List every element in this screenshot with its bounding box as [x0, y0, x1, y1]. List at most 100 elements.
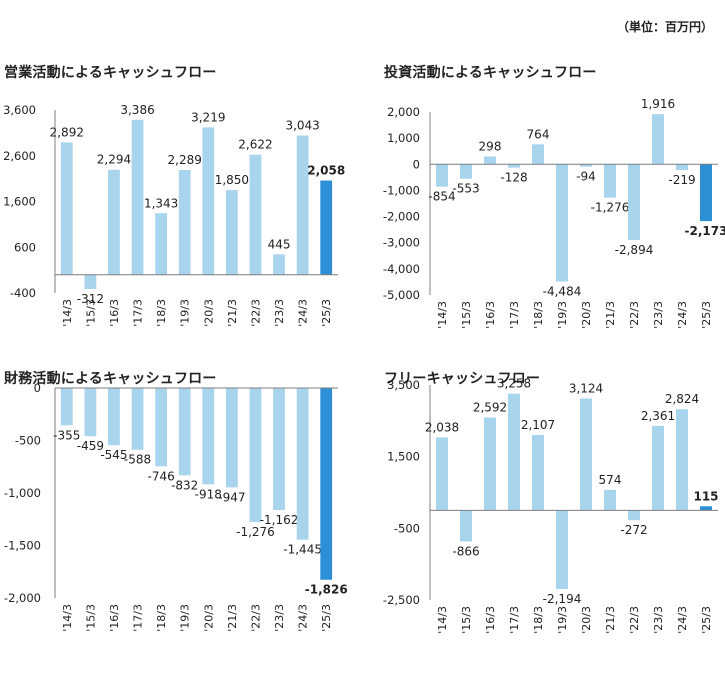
x-tick-label: '20/3: [202, 299, 215, 327]
data-label: 574: [599, 473, 622, 487]
data-label: -947: [218, 490, 245, 504]
bar-243: [296, 388, 309, 540]
bar-233: [652, 114, 664, 165]
data-label: -1,276: [591, 201, 630, 215]
data-label: -94: [576, 170, 596, 184]
x-tick-label: '25/3: [320, 604, 333, 632]
x-tick-label: '16/3: [108, 604, 121, 632]
bar-253: [700, 164, 712, 222]
x-tick-label: '21/3: [226, 299, 239, 327]
data-label: 2,824: [665, 392, 699, 406]
x-tick-label: '23/3: [652, 301, 665, 329]
bar-243: [676, 164, 688, 171]
data-label: -128: [500, 171, 527, 185]
bar-143: [436, 437, 448, 511]
bar-253: [320, 388, 333, 580]
data-label: -219: [668, 173, 695, 187]
x-tick-label: '18/3: [532, 301, 545, 329]
bar-183: [155, 213, 168, 275]
unit-label: （単位：百万円）: [616, 20, 713, 34]
y-tick-label: 0: [413, 157, 420, 171]
x-tick-label: '16/3: [484, 606, 497, 634]
data-label: -553: [452, 182, 479, 196]
data-label: -1,276: [236, 525, 275, 539]
y-tick-label: -500: [15, 434, 41, 448]
bar-213: [225, 190, 238, 275]
bar-143: [60, 388, 73, 426]
data-label: -854: [428, 190, 455, 204]
data-label: -545: [100, 448, 127, 462]
bar-153: [84, 274, 97, 289]
data-label: 3,386: [120, 103, 154, 117]
bar-143: [436, 164, 448, 187]
y-tick-label: -1,000: [383, 183, 420, 197]
y-tick-label: -2,000: [383, 210, 420, 224]
bar-173: [508, 393, 520, 511]
bar-143: [60, 142, 73, 275]
data-label: -4,484: [543, 285, 582, 299]
data-label: -588: [124, 453, 151, 467]
x-tick-label: '22/3: [249, 299, 262, 327]
bar-243: [296, 135, 309, 275]
data-label: 1,343: [144, 196, 178, 210]
bar-213: [604, 489, 616, 511]
data-label: 2,622: [238, 138, 272, 152]
data-label: 298: [479, 139, 502, 153]
data-label: -746: [148, 469, 175, 483]
bar-183: [532, 144, 544, 165]
data-label: -918: [195, 487, 222, 501]
data-label: 1,850: [215, 173, 249, 187]
data-label: -2,894: [615, 243, 654, 257]
y-tick-label: 0: [34, 381, 41, 395]
x-tick-label: '18/3: [155, 604, 168, 632]
x-tick-label: '21/3: [604, 606, 617, 634]
x-tick-label: '23/3: [273, 299, 286, 327]
x-tick-label: '19/3: [179, 299, 192, 327]
x-tick-label: '25/3: [320, 299, 333, 327]
y-tick-label: 3,500: [387, 378, 420, 392]
x-tick-label: '19/3: [179, 604, 192, 632]
y-tick-label: -2,500: [383, 593, 420, 607]
data-label: 445: [268, 237, 291, 251]
data-label: -2,173: [685, 224, 725, 238]
x-tick-label: '15/3: [84, 299, 97, 327]
bar-193: [556, 164, 568, 282]
bar-203: [202, 127, 215, 275]
data-label: 2,892: [50, 125, 84, 139]
bar-233: [273, 254, 285, 275]
x-tick-label: '18/3: [532, 606, 545, 634]
y-tick-label: -500: [394, 521, 420, 535]
bar-213: [225, 388, 238, 488]
bar-193: [178, 388, 191, 476]
y-tick-label: 2,600: [3, 149, 36, 163]
x-tick-label: '14/3: [61, 299, 74, 327]
bar-193: [556, 510, 568, 590]
data-label: -1,445: [283, 543, 322, 557]
data-label: -2,194: [543, 592, 582, 606]
x-tick-label: '22/3: [628, 301, 641, 329]
data-label: 764: [527, 127, 550, 141]
bar-173: [131, 388, 144, 450]
x-tick-label: '25/3: [700, 606, 713, 634]
bar-193: [178, 169, 191, 275]
y-tick-label: -1,500: [4, 539, 41, 553]
y-tick-label: -2,000: [4, 591, 41, 605]
y-tick-label: 2,000: [387, 105, 420, 119]
x-tick-label: '20/3: [580, 301, 593, 329]
bar-223: [249, 388, 262, 522]
y-tick-label: -3,000: [383, 236, 420, 250]
x-tick-label: '19/3: [556, 606, 569, 634]
data-label: -272: [620, 523, 647, 537]
x-tick-label: '14/3: [436, 606, 449, 634]
x-tick-label: '20/3: [580, 606, 593, 634]
bar-233: [652, 425, 664, 511]
x-tick-label: '14/3: [61, 604, 74, 632]
bar-223: [249, 154, 262, 275]
data-label: 2,361: [641, 409, 675, 423]
data-label: -1,826: [305, 583, 348, 597]
data-label: 3,043: [285, 118, 319, 132]
bar-233: [273, 388, 285, 511]
